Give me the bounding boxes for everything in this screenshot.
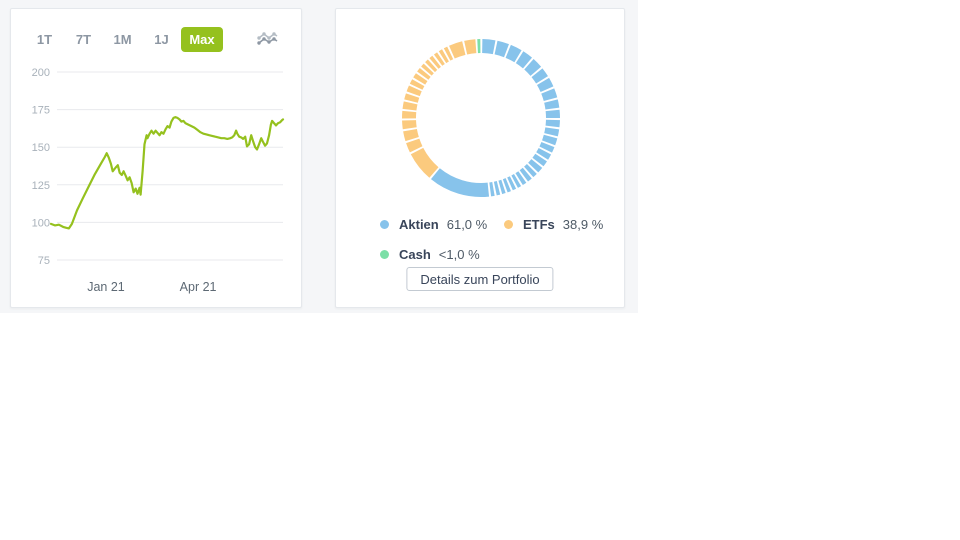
donut-segment-aktien[interactable] xyxy=(524,59,542,76)
portfolio-dashboard-panel: 1T 7T 1M 1J Max 200 175 150 125 100 75 Jan 21 A… xyxy=(0,0,638,313)
donut-segment-aktien[interactable] xyxy=(515,51,533,69)
legend-item-cash: Cash <1,0 % xyxy=(380,247,480,262)
allocation-card: Aktien 61,0 % ETFs 38,9 % Cash <1,0 % De… xyxy=(335,8,625,308)
allocation-donut-chart xyxy=(402,39,561,197)
donut-segment-aktien[interactable] xyxy=(498,179,506,195)
compare-charts-icon[interactable] xyxy=(257,31,279,49)
range-button-1t[interactable]: 1T xyxy=(25,27,64,52)
x-axis-tick-label: Jan 21 xyxy=(87,280,125,294)
donut-segment-etfs[interactable] xyxy=(404,93,420,103)
y-axis-tick-label: 75 xyxy=(38,255,50,267)
donut-segment-aktien[interactable] xyxy=(544,99,560,110)
donut-segment-aktien[interactable] xyxy=(493,181,501,196)
donut-segment-etfs[interactable] xyxy=(402,119,417,130)
donut-segment-aktien[interactable] xyxy=(511,174,522,188)
donut-segment-aktien[interactable] xyxy=(430,168,490,197)
donut-segment-etfs[interactable] xyxy=(406,85,422,97)
donut-segment-aktien[interactable] xyxy=(482,39,496,55)
legend-item-etfs: ETFs 38,9 % xyxy=(504,217,603,232)
legend-label: Aktien xyxy=(399,217,439,232)
cash-color-dot xyxy=(380,250,389,259)
legend-value: <1,0 % xyxy=(438,247,480,262)
legend-item-aktien: Aktien 61,0 % xyxy=(380,217,487,232)
donut-segment-etfs[interactable] xyxy=(410,147,439,178)
donut-segment-etfs[interactable] xyxy=(438,49,449,64)
donut-segment-aktien[interactable] xyxy=(536,77,554,93)
donut-segment-aktien[interactable] xyxy=(515,171,527,186)
donut-segment-aktien[interactable] xyxy=(532,153,547,167)
donut-segment-etfs[interactable] xyxy=(425,59,438,73)
y-axis-tick-label: 125 xyxy=(32,180,50,192)
donut-segment-etfs[interactable] xyxy=(406,138,423,153)
legend-value: 38,9 % xyxy=(562,217,604,232)
donut-segment-aktien[interactable] xyxy=(494,40,509,58)
performance-card: 1T 7T 1M 1J Max 200 175 150 125 100 75 Jan 21 A… xyxy=(10,8,302,308)
range-button-1m[interactable]: 1M xyxy=(103,27,142,52)
y-axis-tick-label: 100 xyxy=(32,217,50,229)
donut-segment-aktien[interactable] xyxy=(519,167,532,182)
time-range-selector: 1T 7T 1M 1J Max xyxy=(25,27,223,52)
range-button-1j[interactable]: 1J xyxy=(142,27,181,52)
donut-segment-etfs[interactable] xyxy=(464,39,477,55)
donut-segment-etfs[interactable] xyxy=(417,68,431,80)
donut-segment-aktien[interactable] xyxy=(541,134,558,146)
donut-segment-aktien[interactable] xyxy=(505,44,522,63)
legend-label: Cash xyxy=(399,247,431,262)
performance-line-chart: 200 175 150 125 100 75 Jan 21 Apr 21 xyxy=(32,67,285,294)
compare-charts-icon-glyph xyxy=(257,32,278,45)
etfs-color-dot xyxy=(504,220,513,229)
donut-segment-etfs[interactable] xyxy=(433,52,445,66)
range-button-max[interactable]: Max xyxy=(181,27,223,52)
donut-segment-aktien[interactable] xyxy=(536,147,552,160)
donut-segment-aktien[interactable] xyxy=(507,176,517,191)
donut-segment-etfs[interactable] xyxy=(429,55,441,69)
legend-label: ETFs xyxy=(523,217,555,232)
donut-segment-etfs[interactable] xyxy=(443,46,454,61)
performance-line xyxy=(49,115,285,230)
donut-segment-etfs[interactable] xyxy=(421,63,434,76)
range-button-7t[interactable]: 7T xyxy=(64,27,103,52)
y-axis-tick-label: 175 xyxy=(32,105,50,117)
donut-segment-aktien[interactable] xyxy=(502,178,511,193)
donut-segment-etfs[interactable] xyxy=(402,101,418,111)
legend-value: 61,0 % xyxy=(446,217,488,232)
donut-segment-etfs[interactable] xyxy=(403,128,419,142)
donut-segment-etfs[interactable] xyxy=(409,79,425,90)
donut-segment-etfs[interactable] xyxy=(413,73,428,85)
aktien-color-dot xyxy=(380,220,389,229)
x-axis-tick-label: Apr 21 xyxy=(180,280,217,294)
donut-segment-aktien[interactable] xyxy=(544,127,560,137)
donut-segment-aktien[interactable] xyxy=(539,141,555,153)
donut-segment-aktien[interactable] xyxy=(531,68,548,84)
y-axis-tick-label: 200 xyxy=(32,67,50,79)
donut-segment-aktien[interactable] xyxy=(528,159,543,173)
donut-segment-etfs[interactable] xyxy=(449,41,466,59)
donut-segment-aktien[interactable] xyxy=(524,163,537,178)
portfolio-details-button[interactable]: Details zum Portfolio xyxy=(406,267,554,291)
y-axis-tick-label: 150 xyxy=(32,142,50,154)
donut-segment-aktien[interactable] xyxy=(541,88,558,102)
